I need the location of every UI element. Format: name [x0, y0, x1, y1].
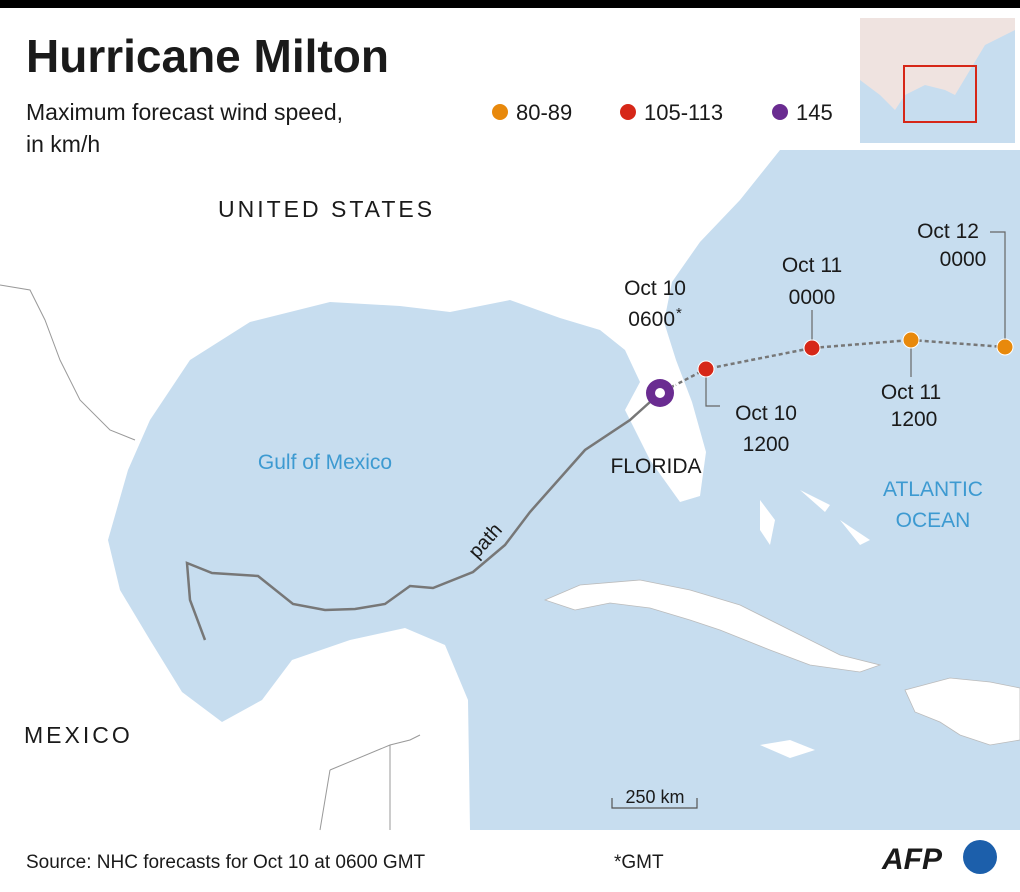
- point-date: Oct 10: [735, 402, 797, 425]
- country-label: UNITED STATES: [218, 196, 435, 222]
- point-time: 1200: [891, 408, 938, 431]
- logo-dot: [963, 840, 997, 874]
- bahamas: [760, 490, 870, 545]
- logo: AFP: [881, 843, 943, 876]
- title: Hurricane Milton: [26, 30, 389, 82]
- legend-dot: [772, 104, 788, 120]
- hurricane-swirl: [643, 378, 677, 408]
- subtitle: in km/h: [26, 131, 100, 157]
- leader-line: [990, 231, 1006, 340]
- point-date: Oct 12: [917, 220, 979, 243]
- scale-bar: [611, 798, 698, 809]
- sea: [108, 150, 1020, 830]
- sea-label: OCEAN: [896, 509, 971, 532]
- state-label: FLORIDA: [610, 455, 701, 478]
- point-note-mark: *: [676, 305, 682, 322]
- forecast-point: [697, 360, 715, 378]
- forecast-point: [803, 339, 821, 357]
- point-date: Oct 10: [624, 277, 686, 300]
- legend-label: 145: [796, 100, 833, 125]
- leader-line: [705, 376, 720, 407]
- legend-dot: [620, 104, 636, 120]
- point-time: 0000: [789, 286, 836, 309]
- legend-label: 80-89: [516, 100, 572, 125]
- subtitle: Maximum forecast wind speed,: [26, 99, 343, 125]
- footnote: *GMT: [614, 852, 664, 873]
- forecast-point: [902, 331, 920, 349]
- point-date: Oct 11: [782, 254, 842, 277]
- footer-bg: [0, 830, 1020, 892]
- past-track: [185, 392, 661, 641]
- sea-label: ATLANTIC: [883, 478, 983, 501]
- point-time: 0600: [628, 308, 675, 331]
- top-bar: [0, 0, 1020, 8]
- border: [0, 284, 421, 831]
- forecast-point: [996, 338, 1014, 356]
- point-time: 1200: [743, 433, 790, 456]
- point-date: Oct 11: [881, 381, 941, 404]
- inset-map: [860, 18, 1015, 143]
- point-time: 0000: [940, 248, 987, 271]
- hispaniola: [904, 677, 1020, 746]
- forecast-track: [659, 338, 1006, 395]
- jamaica: [760, 740, 815, 758]
- cuba: [543, 579, 882, 673]
- country-label: MEXICO: [24, 722, 133, 748]
- sea-label: Gulf of Mexico: [258, 451, 392, 474]
- source: Source: NHC forecasts for Oct 10 at 0600…: [26, 852, 426, 873]
- scale-label: 250 km: [625, 787, 684, 807]
- legend-label: 105-113: [644, 100, 723, 125]
- hurricane-eye: [655, 388, 665, 398]
- legend-dot: [492, 104, 508, 120]
